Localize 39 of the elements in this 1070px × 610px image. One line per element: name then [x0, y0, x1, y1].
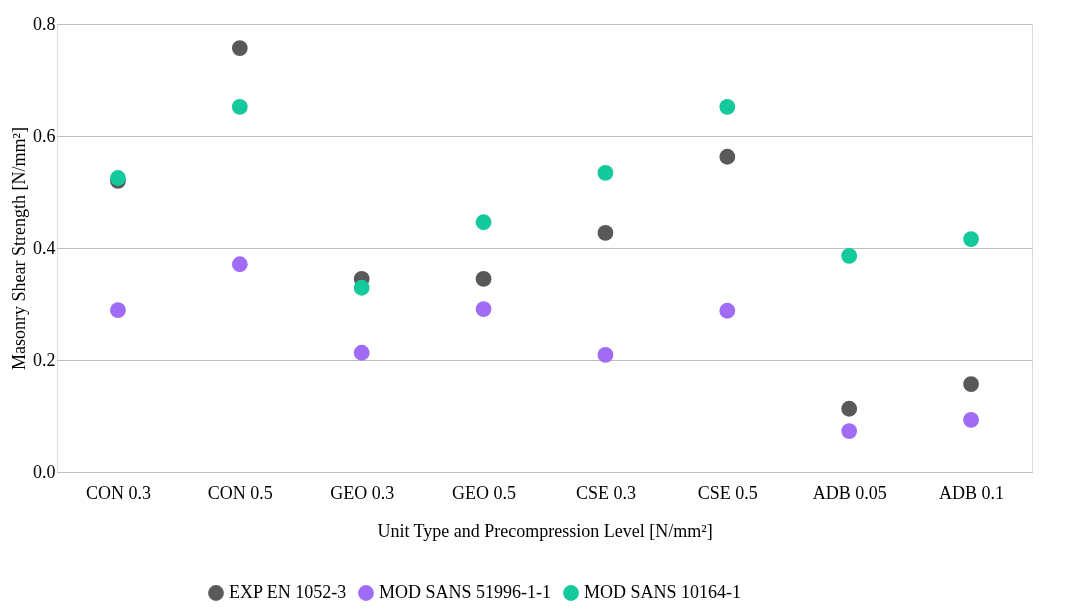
- y-tick-label: 0.4: [33, 237, 56, 258]
- point: [841, 247, 858, 264]
- point: [353, 344, 370, 361]
- y-tick-label: 0.2: [33, 349, 56, 370]
- point: [963, 376, 979, 392]
- legend-label: MOD SANS 51996-1-1: [379, 582, 552, 602]
- point: [719, 98, 736, 115]
- point: [719, 148, 736, 165]
- y-tick-label: 0.6: [33, 125, 56, 146]
- point: [231, 40, 248, 56]
- y-tick-label: 0.8: [33, 13, 56, 34]
- point: [597, 165, 614, 181]
- point: [597, 347, 614, 363]
- point: [597, 224, 614, 241]
- point: [475, 270, 492, 287]
- point: [475, 301, 492, 317]
- y-tick-label: 0.0: [33, 461, 56, 482]
- point: [841, 423, 858, 440]
- point: [110, 302, 126, 319]
- x-tick-label: GEO 0.3: [330, 482, 395, 503]
- legend-label: EXP EN 1052-3: [229, 582, 347, 602]
- legend-label: MOD SANS 10164-1: [584, 582, 742, 602]
- x-tick-label: CSE 0.3: [575, 482, 636, 503]
- point: [963, 412, 979, 428]
- point: [231, 98, 248, 115]
- point: [231, 256, 248, 273]
- x-tick-label: ADB 0.05: [812, 482, 887, 503]
- x-tick-label: CON 0.3: [85, 482, 151, 503]
- x-tick-label: GEO 0.5: [452, 482, 517, 503]
- point: [475, 214, 492, 231]
- point: [841, 400, 858, 417]
- x-tick-label: CSE 0.5: [697, 482, 758, 503]
- point: [719, 302, 736, 319]
- x-tick-label: CON 0.5: [207, 482, 273, 503]
- x-tick-label: ADB 0.1: [939, 482, 1005, 503]
- point: [963, 231, 979, 247]
- y-axis-title: Masonry Shear Strength [N/mm²]: [9, 127, 29, 370]
- point: [353, 279, 370, 296]
- x-axis-title: Unit Type and Precompression Level [N/mm²]: [377, 520, 713, 541]
